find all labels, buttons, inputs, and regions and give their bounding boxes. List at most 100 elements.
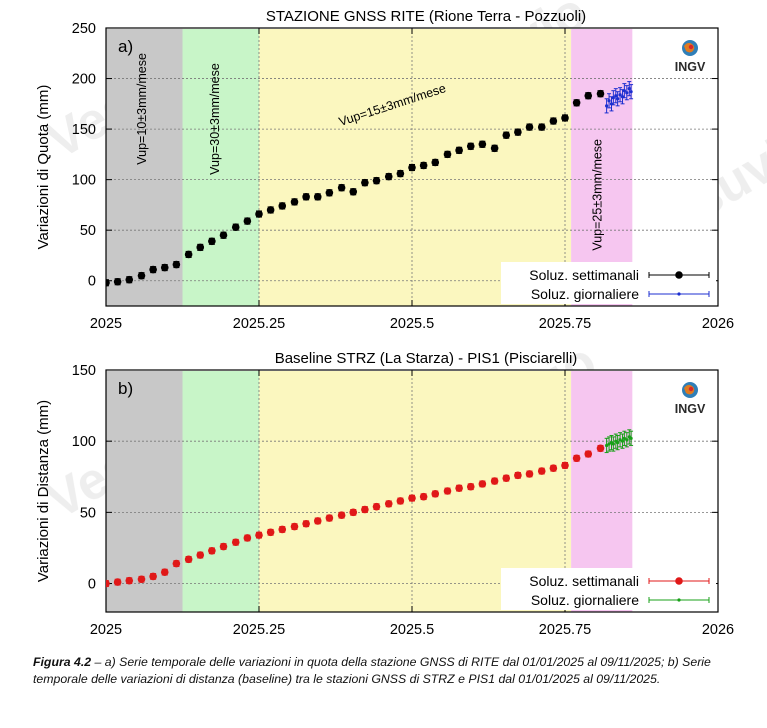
data-point <box>290 198 299 206</box>
data-point <box>629 436 633 440</box>
legend-label: Soluz. settimanali <box>529 267 639 283</box>
data-point <box>607 442 611 446</box>
data-point <box>361 178 369 187</box>
data-point <box>337 511 346 519</box>
series-weekly <box>106 444 605 588</box>
data-point <box>625 438 629 442</box>
data-point <box>160 263 169 272</box>
y-axis-label: Variazioni di Quota (mm) <box>35 85 52 250</box>
data-point <box>596 444 605 453</box>
y-tick-label: 150 <box>72 363 96 379</box>
legend-label: Soluz. giornaliere <box>531 286 639 302</box>
legend-box <box>501 262 716 304</box>
data-point <box>537 123 546 131</box>
data-point <box>561 114 569 122</box>
legend-label: Soluz. giornaliere <box>531 592 639 608</box>
data-point <box>219 542 228 551</box>
data-point <box>549 464 558 473</box>
data-point <box>208 237 216 246</box>
chart-panel-b: 2025 2025.25 2025.5 2025.75 2026 0 50 100 150 Bas… <box>35 350 734 638</box>
legend: Soluz. settimanali Soluz. giornaliere <box>501 262 716 304</box>
data-point <box>627 87 631 91</box>
y-tick-label: 50 <box>80 505 96 521</box>
y-tick-label: 0 <box>88 577 96 593</box>
data-point <box>561 461 569 470</box>
data-layer <box>106 429 634 588</box>
data-point <box>502 131 511 139</box>
data-point <box>572 99 581 107</box>
data-point <box>584 450 593 458</box>
ingv-logo: INGV <box>675 382 706 416</box>
period-band <box>571 29 633 306</box>
data-point <box>605 443 609 448</box>
legend: Soluz. settimanali Soluz. giornaliere <box>501 568 716 610</box>
data-point <box>596 89 605 98</box>
data-point <box>384 172 393 181</box>
data-point <box>266 206 275 214</box>
data-point <box>466 142 475 151</box>
x-tick-label: 2025.25 <box>233 316 285 332</box>
chart-title: Baseline STRZ (La Starza) - PIS1 (Piscia… <box>275 350 578 367</box>
data-point <box>313 193 322 201</box>
data-point <box>113 578 122 586</box>
y-tick-label: 100 <box>72 434 96 450</box>
data-point <box>349 508 358 517</box>
data-point <box>172 260 181 269</box>
caption-label: Figura 4.2 <box>33 655 92 669</box>
data-point <box>443 150 452 159</box>
data-point <box>431 158 440 167</box>
data-point <box>243 534 252 542</box>
data-point <box>490 144 499 153</box>
data-point <box>361 505 369 514</box>
x-tick-label: 2025.25 <box>233 622 285 638</box>
data-point <box>584 91 593 100</box>
y-tick-label: 50 <box>80 223 96 239</box>
y-tick-label: 100 <box>72 173 96 189</box>
data-point <box>490 477 499 485</box>
data-point <box>525 470 534 478</box>
chart-panel-a: 2025 2025.25 2025.5 2025.75 2026 0 50 100 150 200… <box>35 8 734 332</box>
series-daily <box>604 81 634 114</box>
x-tick-label: 2026 <box>702 622 734 638</box>
x-tick-label: 2025 <box>90 316 122 332</box>
x-tick-label: 2026 <box>702 316 734 332</box>
data-point <box>466 482 475 491</box>
period-band <box>106 29 183 306</box>
data-point <box>620 439 625 443</box>
data-point <box>408 163 416 172</box>
period-band <box>182 371 259 612</box>
data-point <box>478 140 487 149</box>
data-point <box>478 480 487 488</box>
panel-label: a) <box>118 37 133 56</box>
data-point <box>537 467 546 475</box>
data-point <box>172 559 181 568</box>
data-point <box>625 91 629 95</box>
period-band <box>106 371 183 612</box>
globe-dot-icon <box>688 386 694 392</box>
legend-label: Soluz. settimanali <box>529 573 639 589</box>
data-point <box>618 93 622 97</box>
x-tick-label: 2025.5 <box>390 316 434 332</box>
y-tick-label: 0 <box>88 274 96 290</box>
data-point <box>325 188 334 197</box>
x-tick-label: 2025 <box>90 622 122 638</box>
series-weekly <box>106 89 605 287</box>
data-point <box>419 492 428 501</box>
data-point <box>502 474 511 482</box>
data-point <box>137 271 146 280</box>
data-point <box>106 579 110 588</box>
globe-dot-icon <box>688 44 694 50</box>
series-daily <box>604 429 634 454</box>
data-point <box>106 278 110 287</box>
chart-title: STAZIONE GNSS RITE (Rione Terra - Pozzuo… <box>266 8 586 25</box>
data-point <box>514 471 522 480</box>
data-point <box>196 243 205 252</box>
data-point <box>408 494 416 502</box>
figure-caption: Figura 4.2 – a) Serie temporale delle va… <box>33 654 751 688</box>
data-point <box>243 217 252 225</box>
y-tick-label: 150 <box>72 122 96 138</box>
y-tick-label: 250 <box>72 21 96 37</box>
data-point <box>525 123 534 131</box>
data-point <box>255 210 263 218</box>
data-point <box>455 146 463 155</box>
